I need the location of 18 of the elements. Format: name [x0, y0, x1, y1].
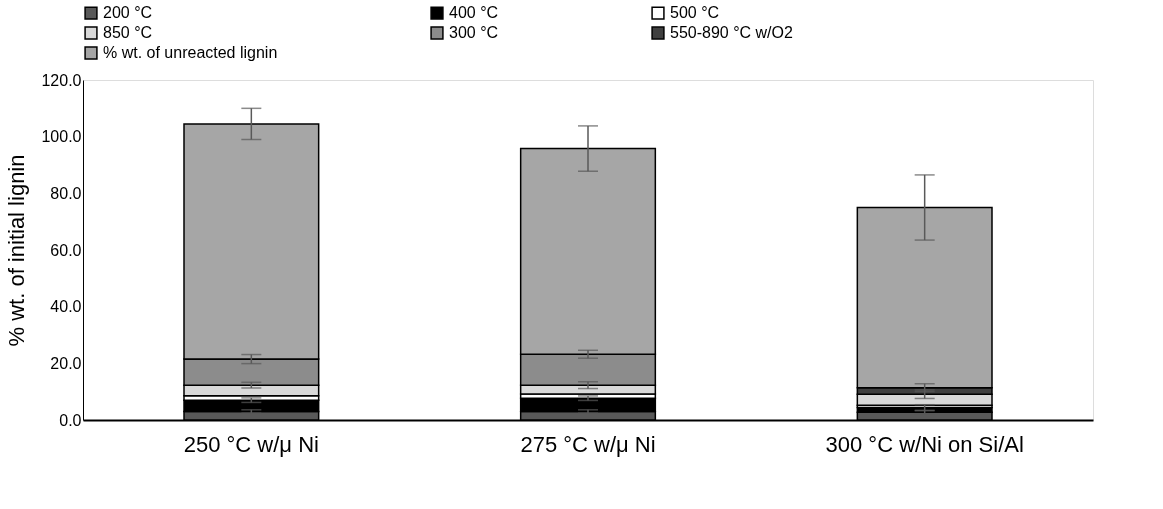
x-tick-label: 300 °C w/Ni on Si/Al	[825, 431, 1024, 457]
legend-label: 200 °C	[103, 4, 153, 22]
legend-label: 300 °C	[449, 24, 499, 41]
legend-label: 500 °C	[670, 4, 720, 22]
y-tick-label: 40.0	[50, 298, 82, 316]
y-tick-label: 0.0	[59, 411, 82, 429]
legend-label: 550-890 °C w/O2	[670, 24, 794, 41]
legend-label: 850 °C	[103, 24, 153, 41]
x-tick-label: 275 °C w/μ Ni	[520, 431, 656, 457]
y-tick-label: 80.0	[50, 184, 82, 202]
y-tick-label: 20.0	[50, 354, 82, 372]
x-tick-label: 250 °C w/μ Ni	[183, 431, 319, 457]
legend-label: 400 °C	[449, 4, 499, 22]
y-tick-label: 100.0	[41, 128, 82, 146]
legend-label: % wt. of unreacted lignin	[103, 44, 278, 61]
y-axis-title: % wt. of initial lignin	[4, 154, 30, 347]
y-tick-label: 60.0	[50, 241, 82, 259]
y-tick-label: 120.0	[41, 71, 82, 89]
